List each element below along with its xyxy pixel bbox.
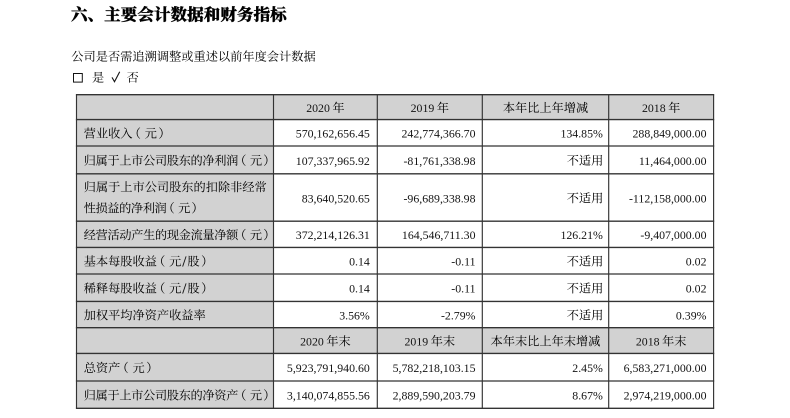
svg-text:3,140,074,855.56: 3,140,074,855.56 bbox=[287, 389, 370, 403]
svg-text:0.39%: 0.39% bbox=[676, 308, 707, 322]
svg-text:2018: 2018 bbox=[636, 334, 660, 348]
svg-text:0.14: 0.14 bbox=[349, 255, 370, 269]
svg-text:11,464,000.00: 11,464,000.00 bbox=[639, 154, 707, 168]
svg-text:-112,158,000.00: -112,158,000.00 bbox=[629, 191, 707, 205]
svg-text:-2.79%: -2.79% bbox=[441, 308, 476, 322]
svg-text:107,337,965.92: 107,337,965.92 bbox=[296, 154, 370, 168]
svg-text:2.45%: 2.45% bbox=[572, 361, 603, 375]
svg-text:126.21%: 126.21% bbox=[560, 228, 603, 242]
svg-text:0.02: 0.02 bbox=[686, 255, 707, 269]
svg-text:288,849,000.00: 288,849,000.00 bbox=[632, 127, 706, 141]
svg-text:-0.11: -0.11 bbox=[451, 282, 475, 296]
svg-text:-81,761,338.98: -81,761,338.98 bbox=[403, 154, 475, 168]
svg-text:242,774,366.70: 242,774,366.70 bbox=[401, 127, 475, 141]
svg-text:2019: 2019 bbox=[405, 334, 429, 348]
svg-text:570,162,656.45: 570,162,656.45 bbox=[296, 127, 370, 141]
svg-text:2019: 2019 bbox=[411, 101, 435, 115]
svg-text:164,546,711.30: 164,546,711.30 bbox=[402, 228, 476, 242]
svg-text:5,923,791,940.60: 5,923,791,940.60 bbox=[287, 361, 370, 375]
svg-text:83,640,520.65: 83,640,520.65 bbox=[302, 191, 370, 205]
svg-text:134.85%: 134.85% bbox=[560, 127, 603, 141]
svg-text:0.14: 0.14 bbox=[349, 282, 370, 296]
svg-text:-0.11: -0.11 bbox=[451, 255, 475, 269]
svg-text:3.56%: 3.56% bbox=[339, 308, 370, 322]
svg-text:372,214,126.31: 372,214,126.31 bbox=[296, 228, 370, 242]
svg-text:2020: 2020 bbox=[306, 101, 330, 115]
svg-text:8.67%: 8.67% bbox=[572, 389, 603, 403]
svg-text:-9,407,000.00: -9,407,000.00 bbox=[640, 228, 706, 242]
svg-text:0.02: 0.02 bbox=[686, 282, 707, 296]
svg-text:2018: 2018 bbox=[642, 101, 666, 115]
svg-text:2,889,590,203.79: 2,889,590,203.79 bbox=[393, 389, 476, 403]
svg-text:2020: 2020 bbox=[300, 334, 324, 348]
svg-text:5,782,218,103.15: 5,782,218,103.15 bbox=[393, 361, 476, 375]
svg-text:6,583,271,000.00: 6,583,271,000.00 bbox=[624, 361, 707, 375]
svg-text:-96,689,338.98: -96,689,338.98 bbox=[403, 191, 475, 205]
svg-text:2,974,219,000.00: 2,974,219,000.00 bbox=[624, 389, 707, 403]
